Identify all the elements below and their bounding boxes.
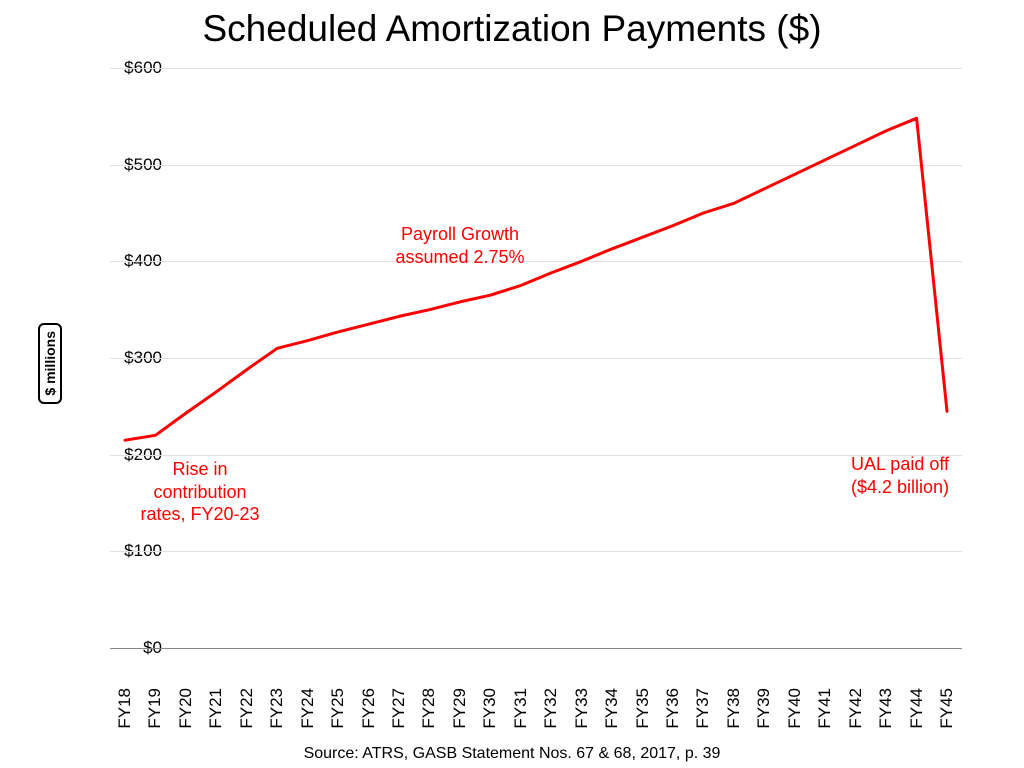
x-tick-FY38: FY38 (724, 688, 744, 738)
annotation-growth: Payroll Growth assumed 2.75% (360, 223, 560, 268)
x-tick-FY20: FY20 (176, 688, 196, 738)
x-tick-FY19: FY19 (145, 688, 165, 738)
x-tick-FY39: FY39 (754, 688, 774, 738)
x-tick-FY33: FY33 (572, 688, 592, 738)
x-tick-FY44: FY44 (907, 688, 927, 738)
annotation-rise-l2: contribution (153, 482, 246, 502)
x-tick-FY36: FY36 (663, 688, 683, 738)
x-tick-FY30: FY30 (480, 688, 500, 738)
x-tick-FY29: FY29 (450, 688, 470, 738)
annotation-ual-l2: ($4.2 billion) (851, 477, 949, 497)
x-tick-FY35: FY35 (633, 688, 653, 738)
x-tick-FY41: FY41 (815, 688, 835, 738)
annotation-ual-l1: UAL paid off (851, 454, 949, 474)
x-tick-FY32: FY32 (541, 688, 561, 738)
x-tick-FY37: FY37 (693, 688, 713, 738)
annotation-rise: Rise in contribution rates, FY20-23 (130, 458, 270, 526)
chart-container: Scheduled Amortization Payments ($) $ mi… (0, 0, 1024, 768)
annotation-growth-l2: assumed 2.75% (395, 247, 524, 267)
x-tick-FY45: FY45 (937, 688, 957, 738)
gridline-0 (110, 648, 962, 649)
x-tick-FY24: FY24 (298, 688, 318, 738)
x-tick-FY18: FY18 (115, 688, 135, 738)
y-axis-label-box: $ millions (38, 323, 62, 404)
plot-area: Rise in contribution rates, FY20-23 Payr… (110, 68, 962, 648)
x-tick-FY23: FY23 (267, 688, 287, 738)
x-tick-FY28: FY28 (419, 688, 439, 738)
x-tick-FY22: FY22 (237, 688, 257, 738)
annotation-growth-l1: Payroll Growth (401, 224, 519, 244)
x-tick-FY34: FY34 (602, 688, 622, 738)
source-text: Source: ATRS, GASB Statement Nos. 67 & 6… (0, 745, 1024, 763)
annotation-rise-l3: rates, FY20-23 (140, 504, 259, 524)
line-series (110, 68, 962, 648)
annotation-ual: UAL paid off ($4.2 billion) (830, 453, 970, 498)
x-tick-FY31: FY31 (511, 688, 531, 738)
x-tick-FY21: FY21 (206, 688, 226, 738)
x-tick-FY43: FY43 (876, 688, 896, 738)
x-tick-FY42: FY42 (846, 688, 866, 738)
annotation-rise-l1: Rise in (172, 459, 227, 479)
x-tick-FY25: FY25 (328, 688, 348, 738)
x-tick-FY26: FY26 (359, 688, 379, 738)
y-axis-label: $ millions (43, 331, 57, 396)
x-tick-FY27: FY27 (389, 688, 409, 738)
x-tick-FY40: FY40 (785, 688, 805, 738)
chart-title: Scheduled Amortization Payments ($) (0, 8, 1024, 50)
